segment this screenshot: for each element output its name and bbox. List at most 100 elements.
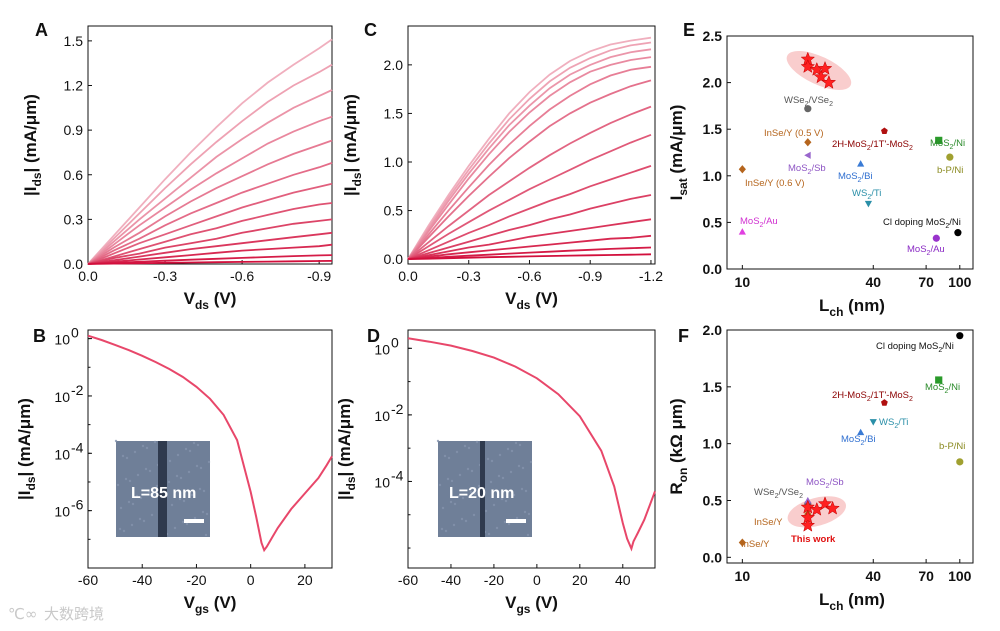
annotation-cldoping: Cl doping MoS2/Ni [883, 217, 961, 230]
sem-grain [503, 520, 507, 524]
y-axis-label: |Ids| (mA/μm) [341, 94, 364, 196]
sem-grain [514, 441, 518, 445]
panel-c-chart: 0.0 -0.3 -0.6 -0.9 -1.2 0.0 0.5 1.0 1.5 2.0 Vds (V… [341, 25, 663, 312]
x-axis-label-main: L [819, 296, 829, 315]
y-axis-label: |Ids| (mA/μm) [21, 94, 44, 196]
annotation-hmos2-part: 2 [909, 396, 913, 403]
x-axis-label-main: L [819, 590, 829, 609]
series-line [407, 48, 652, 260]
sem-grain [455, 450, 459, 454]
series-line [407, 194, 652, 260]
annotation-cldoping: Cl doping MoS2/Ni [876, 341, 954, 354]
y-tick-label: 2.0 [384, 57, 404, 73]
sem-grain [438, 483, 442, 487]
sem-grain [207, 460, 211, 464]
y-tick-label: 1.5 [64, 33, 84, 49]
sem-grain [461, 496, 465, 500]
sem-grain [489, 480, 493, 484]
sem-grain [124, 477, 128, 481]
series-line [407, 253, 652, 260]
annotation-wse2-part: 2 [805, 101, 809, 108]
annotation-ws2ti-part: 2 [867, 194, 871, 201]
annotation-ws2ti-part: /Ti [871, 188, 881, 199]
series-line [87, 38, 333, 265]
sem-grain [453, 502, 457, 506]
annotation-hmos2-part: 2 [867, 396, 871, 403]
sem-grain [135, 494, 139, 498]
x-axis-label-main: V [184, 593, 196, 612]
y-tick-label: 10 [54, 504, 70, 520]
this-work-star [800, 499, 816, 514]
sem-grain [463, 444, 467, 448]
y-axis-label-unit: | (mA/μm) [21, 94, 40, 172]
annotation-mos2bi-part: /Bi [864, 434, 875, 445]
sem-grain [444, 529, 448, 533]
annotation-hmos2: 2H-MoS2/1T'-MoS2 [832, 139, 913, 152]
annotation-mos2bi-part: MoS [838, 171, 858, 182]
x-tick-label: 20 [297, 572, 313, 588]
y-tick-label: 10 [54, 332, 70, 348]
x-axis-label: Vgs (V) [184, 593, 237, 616]
sem-grain [167, 480, 171, 484]
sem-grain [527, 512, 531, 516]
x-tick-label: -0.6 [517, 268, 541, 284]
sem-grain [147, 490, 151, 494]
this-work-star [817, 496, 833, 511]
this-work-star [800, 517, 816, 532]
y-tick-label: 0.0 [64, 256, 84, 272]
y-tick-label: 0.0 [703, 261, 723, 277]
y-axis-label-main: |I [15, 490, 34, 499]
sem-grain [446, 477, 450, 481]
series-line [87, 162, 333, 265]
y-tick-label: 0.0 [703, 549, 723, 565]
sem-grain [125, 456, 129, 460]
sem-grain [195, 464, 199, 468]
sem-grain [457, 494, 461, 498]
sem-grain [127, 500, 131, 504]
annotation-mos2au_l-part: MoS [740, 216, 760, 227]
point-marker [738, 165, 746, 174]
series-line [407, 41, 652, 260]
sem-grain [500, 497, 504, 501]
annotation-wse2-part: WSe [784, 95, 805, 106]
point-marker [932, 234, 940, 242]
x-tick-label: 0.0 [398, 268, 418, 284]
x-axis-label-main: V [505, 289, 517, 308]
x-tick-label: 10 [735, 568, 751, 584]
y-axis-label-sub: sat [676, 178, 690, 195]
sem-channel-gap [158, 441, 167, 537]
y-tick-label: 0.6 [64, 167, 84, 183]
y-tick-exponent: -2 [391, 401, 404, 417]
sem-grain [182, 499, 186, 503]
x-tick-label: 70 [918, 274, 934, 290]
sem-grain [139, 496, 143, 500]
sem-grain [199, 466, 203, 470]
x-tick-label: -20 [484, 572, 504, 588]
annotation-ws2ti: WS2/Ti [879, 417, 908, 430]
y-axis-label-main: |I [21, 186, 40, 195]
x-tick-label: 100 [948, 274, 972, 290]
x-axis-label: Vds (V) [505, 289, 558, 312]
x-tick-label: -0.3 [153, 268, 177, 284]
point-marker [869, 419, 877, 426]
series-line [87, 260, 333, 265]
series-line [407, 165, 652, 260]
x-axis-label-sub: ch [829, 599, 843, 613]
point-marker [956, 458, 964, 466]
point-marker [804, 138, 812, 147]
y-tick-label: 1.0 [384, 154, 404, 170]
sem-grain [196, 443, 200, 447]
y-tick-label: 1.5 [703, 121, 723, 137]
sem-grain [507, 522, 511, 526]
sem-grain [495, 526, 499, 530]
panel-label-a: A [35, 20, 48, 40]
x-axis-label-sub: ds [195, 298, 209, 312]
annotation-insey05: InSe/Y (0.5 V) [764, 128, 824, 139]
annotation-wse2-part: 2 [775, 493, 779, 500]
series-line [407, 79, 652, 260]
x-tick-label: 70 [918, 568, 934, 584]
panel-label-f: F [678, 326, 689, 346]
sem-grain [510, 449, 514, 453]
y-axis-label-main: |I [341, 186, 360, 195]
